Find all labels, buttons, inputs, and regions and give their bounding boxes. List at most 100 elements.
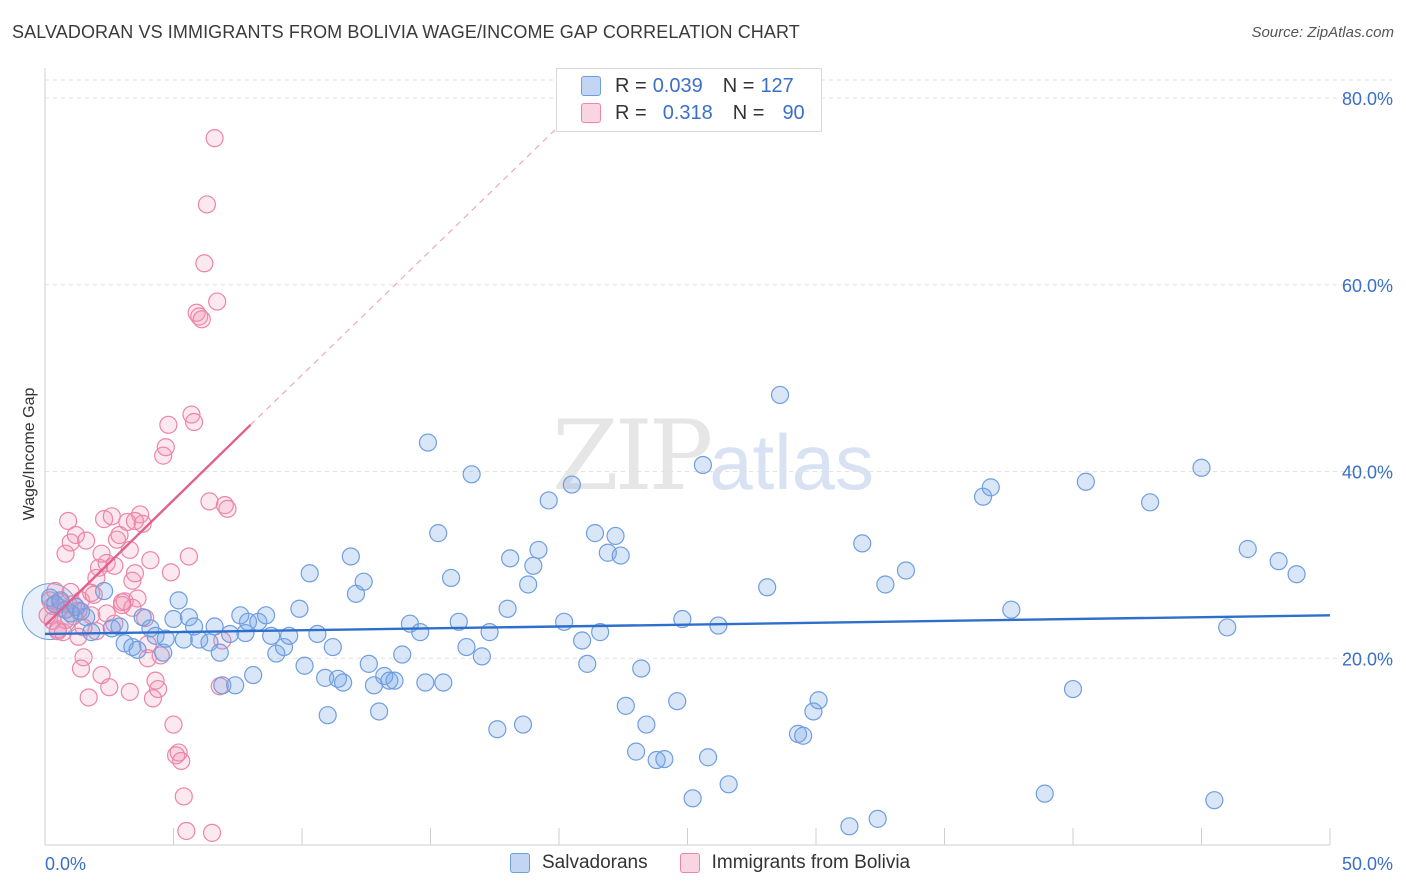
point-bolivia [156,438,175,457]
point-salvadorans [1002,600,1021,619]
point-salvadorans [318,706,337,725]
point-salvadorans [308,624,327,644]
point-salvadorans [213,676,232,695]
chart-title: SALVADORAN VS IMMIGRANTS FROM BOLIVIA WA… [12,22,800,42]
point-salvadorans [169,591,188,610]
trendline-bolivia [44,423,252,627]
point-salvadorans [1063,679,1083,699]
point-bolivia [208,292,227,311]
point-bolivia [128,589,147,608]
point-bolivia [123,598,142,617]
point-bolivia [120,682,139,701]
point-salvadorans [226,676,245,695]
point-salvadorans [370,702,389,721]
point-salvadorans [256,606,276,625]
legend-label: Salvadorans [542,852,648,873]
point-salvadorans [457,637,476,657]
point-bolivia [79,688,98,707]
point-salvadorans [804,702,823,721]
point-bolivia [161,563,181,582]
point-bolivia [192,310,211,329]
point-salvadorans [655,749,674,769]
legend-n-value: 127 [760,74,794,97]
legend-item-salvadorans[interactable]: Salvadorans [510,852,648,874]
point-bolivia [48,622,67,641]
point-bolivia [100,678,119,697]
point-salvadorans [606,526,625,546]
point-salvadorans [498,599,517,618]
point-salvadorans [393,645,412,664]
y-tick-label: 80.0% [1342,89,1393,109]
point-salvadorans [758,578,777,597]
point-bolivia [143,689,163,708]
point-salvadorans [770,385,790,405]
point-salvadorans [673,609,692,629]
point-salvadorans [434,673,453,692]
point-salvadorans [709,616,728,635]
point-bolivia [125,511,145,531]
point-salvadorans [524,556,543,575]
legend-stats-row-bolivia: R = 0.318 N = 90 [581,100,805,126]
legend-series: Salvadorans Immigrants from Bolivia [510,852,942,874]
point-salvadorans [71,602,91,621]
point-salvadorans [585,524,605,543]
point-salvadorans [295,656,314,675]
legend-n-value: 90 [782,101,805,124]
point-bolivia [123,571,142,590]
point-bolivia [77,531,96,550]
point-salvadorans [683,789,702,808]
legend-item-bolivia[interactable]: Immigrants from Bolivia [679,852,910,874]
point-salvadorans [539,491,558,510]
legend-stats: R = 0.039 N = 127 R = 0.318 N = 90 [556,68,822,132]
watermark-zip: ZIP [552,400,713,512]
legend-swatch-pink [581,103,601,123]
point-salvadorans [647,750,666,770]
point-salvadorans [698,748,718,767]
point-salvadorans [1238,539,1257,559]
point-bolivia [179,547,199,566]
point-bolivia [92,544,111,563]
point-salvadorans [1076,472,1095,491]
point-salvadorans [449,612,468,631]
legend-swatch-blue [510,853,530,873]
point-bolivia [125,564,145,583]
point-salvadorans [1218,618,1237,637]
point-bolivia [56,544,75,563]
point-salvadorans [441,568,461,588]
point-salvadorans [411,623,430,642]
trendline-salvadorans [44,614,1331,636]
point-bolivia [105,556,124,575]
point-salvadorans [840,817,859,836]
point-salvadorans [354,572,373,591]
point-bolivia [202,823,222,842]
point-salvadorans [555,612,574,631]
point-salvadorans [472,647,491,666]
source-label: Source: ZipAtlas.com [1251,24,1394,41]
point-salvadorans [637,715,656,734]
legend-r-label: R = [615,101,647,124]
point-bolivia [166,746,186,765]
point-salvadorans [380,671,399,690]
point-salvadorans [300,564,319,583]
point-salvadorans [179,608,199,627]
point-salvadorans [562,475,581,494]
point-salvadorans [668,692,687,711]
legend-stats-row-salvadorans: R = 0.039 N = 127 [581,73,794,99]
x-tick-label: 0.0% [45,854,86,874]
point-bolivia [195,254,214,273]
point-bolivia [112,593,132,612]
point-salvadorans [693,455,713,475]
legend-r-label: R = [615,74,647,97]
point-bolivia [141,551,160,570]
point-salvadorans [1205,791,1224,810]
point-bolivia [102,507,121,526]
point-bolivia [164,715,183,734]
legend-swatch-pink [679,853,700,873]
point-salvadorans [719,775,738,794]
point-salvadorans [316,668,335,687]
point-salvadorans [1269,552,1288,571]
point-salvadorans [244,665,263,685]
point-salvadorans [156,629,175,648]
point-salvadorans [519,575,538,594]
